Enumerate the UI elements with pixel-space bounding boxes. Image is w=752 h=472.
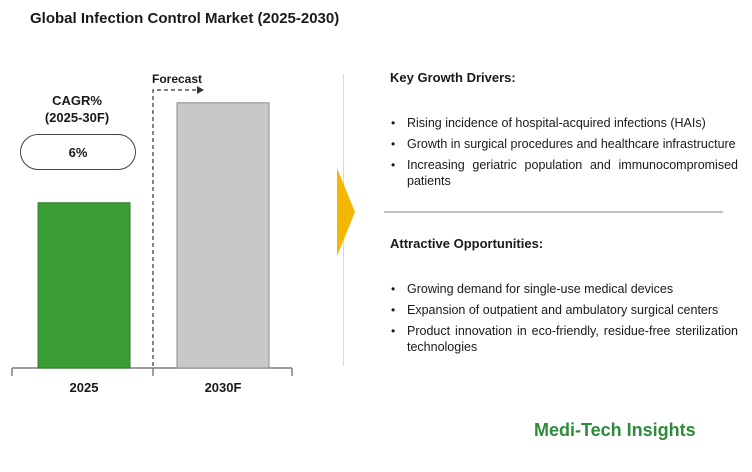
list-item: • Growing demand for single-use medical d…: [386, 281, 738, 297]
x-tick-label: 2030F: [205, 380, 242, 395]
list-item-text: Increasing geriatric population and immu…: [407, 158, 738, 188]
list-item-text: Product innovation in eco-friendly, resi…: [407, 324, 738, 354]
chevron-right-icon: [337, 168, 355, 256]
list-item-text: Growing demand for single-use medical de…: [407, 282, 674, 296]
bullet-icon: •: [391, 303, 396, 317]
list-item: • Growth in surgical procedures and healt…: [386, 136, 738, 152]
opportunities-list: • Growing demand for single-use medical d…: [386, 281, 738, 360]
list-item: • Increasing geriatric population and imm…: [386, 157, 738, 189]
forecast-arrow-icon: [197, 86, 204, 94]
opportunities-title: Attractive Opportunities:: [390, 236, 544, 251]
bullet-icon: •: [391, 324, 396, 338]
forecast-label: Forecast: [152, 72, 203, 86]
cagr-label: CAGR% (2025-30F): [18, 92, 136, 126]
x-tick-label: 2025: [70, 380, 99, 395]
bullet-icon: •: [391, 137, 396, 151]
list-item: • Rising incidence of hospital-acquired i…: [386, 115, 738, 131]
bullet-icon: •: [391, 116, 396, 130]
section-separator: [384, 211, 723, 213]
brand-logo-text: Medi-Tech Insights: [534, 420, 696, 440]
cagr-value: 6%: [68, 144, 88, 160]
list-item-text: Growth in surgical procedures and health…: [407, 137, 736, 151]
list-item-text: Rising incidence of hospital-acquired in…: [407, 116, 706, 130]
list-item-text: Expansion of outpatient and ambulatory s…: [407, 303, 719, 317]
bar-2030f: [176, 102, 270, 369]
chart-title: Global Infection Control Market (2025-20…: [30, 10, 340, 27]
cagr-label-line1: CAGR%: [52, 93, 102, 108]
bullet-icon: •: [391, 158, 396, 172]
bullet-icon: •: [391, 282, 396, 296]
list-item: • Product innovation in eco-friendly, res…: [386, 323, 738, 355]
drivers-title: Key Growth Drivers:: [390, 70, 516, 85]
bar-2025: [37, 202, 131, 369]
list-item: • Expansion of outpatient and ambulatory …: [386, 302, 738, 318]
cagr-label-line2: (2025-30F): [44, 110, 110, 125]
drivers-list: • Rising incidence of hospital-acquired i…: [386, 115, 738, 194]
cagr-value-pill: 6%: [20, 134, 136, 170]
forecast-divider-line: [152, 89, 197, 366]
